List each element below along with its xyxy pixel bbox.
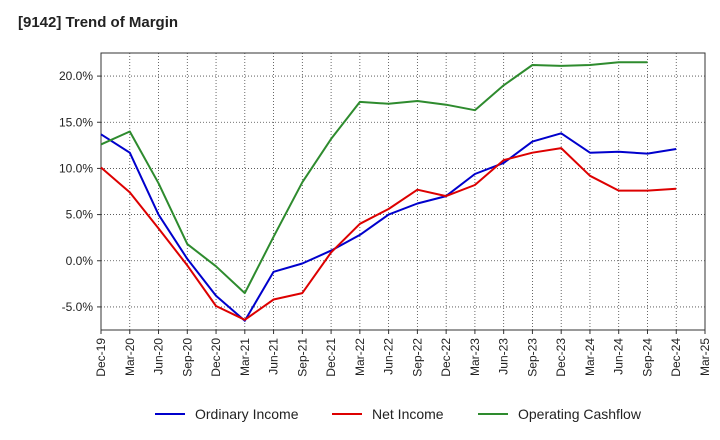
legend-label-operating-cashflow: Operating Cashflow — [518, 406, 642, 422]
series-line-ordinary-income — [100, 132, 677, 322]
x-tick-label: Sep-20 — [180, 338, 194, 377]
x-tick-label: Sep-24 — [640, 338, 654, 377]
plot-frame — [100, 52, 706, 331]
x-tick-label: Sep-23 — [525, 338, 539, 377]
x-tick-label: Dec-23 — [554, 338, 568, 377]
x-tick-label: Dec-24 — [669, 338, 683, 377]
y-tick-label: 20.0% — [59, 69, 93, 83]
x-tick-label: Sep-21 — [295, 338, 309, 377]
x-tick-label: Mar-21 — [238, 338, 252, 376]
x-tick-label: Jun-21 — [267, 338, 281, 375]
y-tick-label: 10.0% — [59, 161, 93, 175]
x-tick-label: Mar-25 — [698, 338, 712, 376]
x-tick-label: Mar-24 — [583, 338, 597, 376]
x-tick-label: Dec-19 — [94, 338, 108, 377]
x-tick-label: Sep-22 — [410, 338, 424, 377]
y-tick-label: -5.0% — [62, 300, 94, 314]
legend: Ordinary Income Net Income Operating Cashf… — [155, 406, 642, 422]
x-tick-label: Mar-22 — [353, 338, 367, 376]
series-layer — [100, 61, 677, 322]
x-tick-label: Mar-20 — [123, 338, 137, 376]
x-tick-label: Mar-23 — [468, 338, 482, 376]
x-tick-label: Dec-22 — [439, 338, 453, 377]
grid-layer — [101, 53, 705, 330]
axis-layer: -5.0% 0.0% 5.0% 10.0% 15.0% 20.0% Dec-19 Mar-20… — [59, 52, 712, 377]
x-tick-label: Dec-20 — [209, 338, 223, 377]
legend-label-ordinary-income: Ordinary Income — [195, 406, 299, 422]
y-tick-label: 15.0% — [59, 115, 93, 129]
series-line-operating-cashflow — [100, 61, 648, 295]
series-line-net-income — [100, 147, 677, 321]
x-tick-label: Jun-23 — [497, 338, 511, 375]
legend-label-net-income: Net Income — [372, 406, 444, 422]
x-tick-label: Jun-20 — [152, 338, 166, 375]
y-tick-label: 0.0% — [66, 254, 94, 268]
x-tick-label: Dec-21 — [324, 338, 338, 377]
x-tick-label: Jun-22 — [382, 338, 396, 375]
y-tick-label: 5.0% — [66, 208, 94, 222]
x-tick-label: Jun-24 — [612, 338, 626, 375]
chart-title: [9142] Trend of Margin — [18, 14, 179, 31]
